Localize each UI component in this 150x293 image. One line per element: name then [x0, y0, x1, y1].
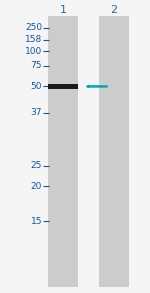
Text: 2: 2 [110, 5, 118, 15]
Text: 15: 15 [30, 217, 42, 226]
Bar [99, 16, 129, 287]
Text: 1: 1 [60, 5, 66, 15]
Text: 250: 250 [25, 23, 42, 32]
Text: 75: 75 [30, 62, 42, 70]
Text: 50: 50 [30, 82, 42, 91]
Bar [48, 16, 78, 287]
Text: 158: 158 [25, 35, 42, 44]
Text: 37: 37 [30, 108, 42, 117]
Text: 20: 20 [31, 182, 42, 190]
Bar [48, 84, 78, 89]
Text: 100: 100 [25, 47, 42, 56]
Text: 25: 25 [31, 161, 42, 170]
